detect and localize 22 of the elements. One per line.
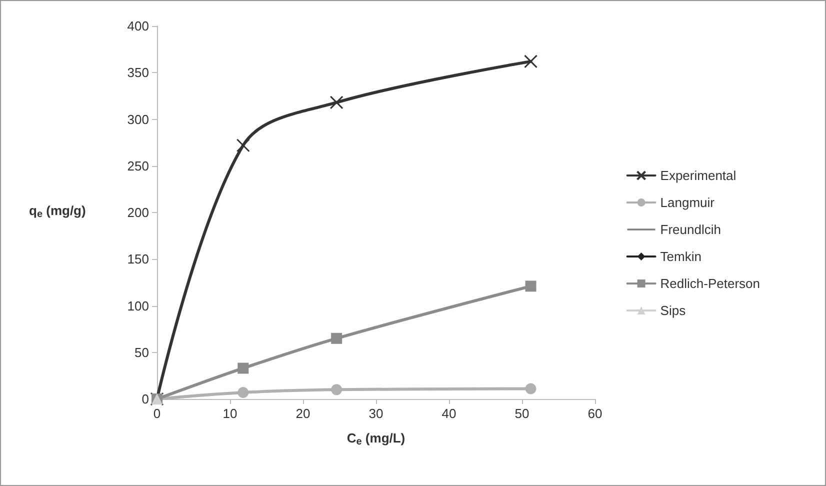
x-tick-label: 60 xyxy=(588,406,602,421)
legend-label: Sips xyxy=(660,303,686,318)
y-tick-label: 50 xyxy=(134,344,149,360)
legend-label: Temkin xyxy=(660,249,702,264)
legend-label: Freundlcih xyxy=(660,222,721,237)
y-tick-label: 350 xyxy=(127,65,149,80)
x-tick-label: 30 xyxy=(368,406,384,421)
y-tick-label: 400 xyxy=(127,18,149,34)
y-tick-label: 250 xyxy=(127,158,149,174)
x-tick-label: 10 xyxy=(222,406,238,421)
y-tick-label: 150 xyxy=(127,252,149,267)
legend-label: Langmuir xyxy=(660,195,716,210)
y-tick-label: 0 xyxy=(142,392,149,406)
y-tick-label: 300 xyxy=(127,112,149,127)
y-tick-label: 200 xyxy=(127,205,149,220)
x-tick-label: 50 xyxy=(514,406,530,421)
y-tick-label: 100 xyxy=(127,298,149,314)
x-tick-label: 40 xyxy=(442,406,456,421)
legend-label: Experimental xyxy=(660,168,736,183)
x-tick-label: 0 xyxy=(153,406,161,421)
x-tick-label: 20 xyxy=(296,406,310,421)
legend-label: Redlich-Peterson xyxy=(660,276,760,291)
